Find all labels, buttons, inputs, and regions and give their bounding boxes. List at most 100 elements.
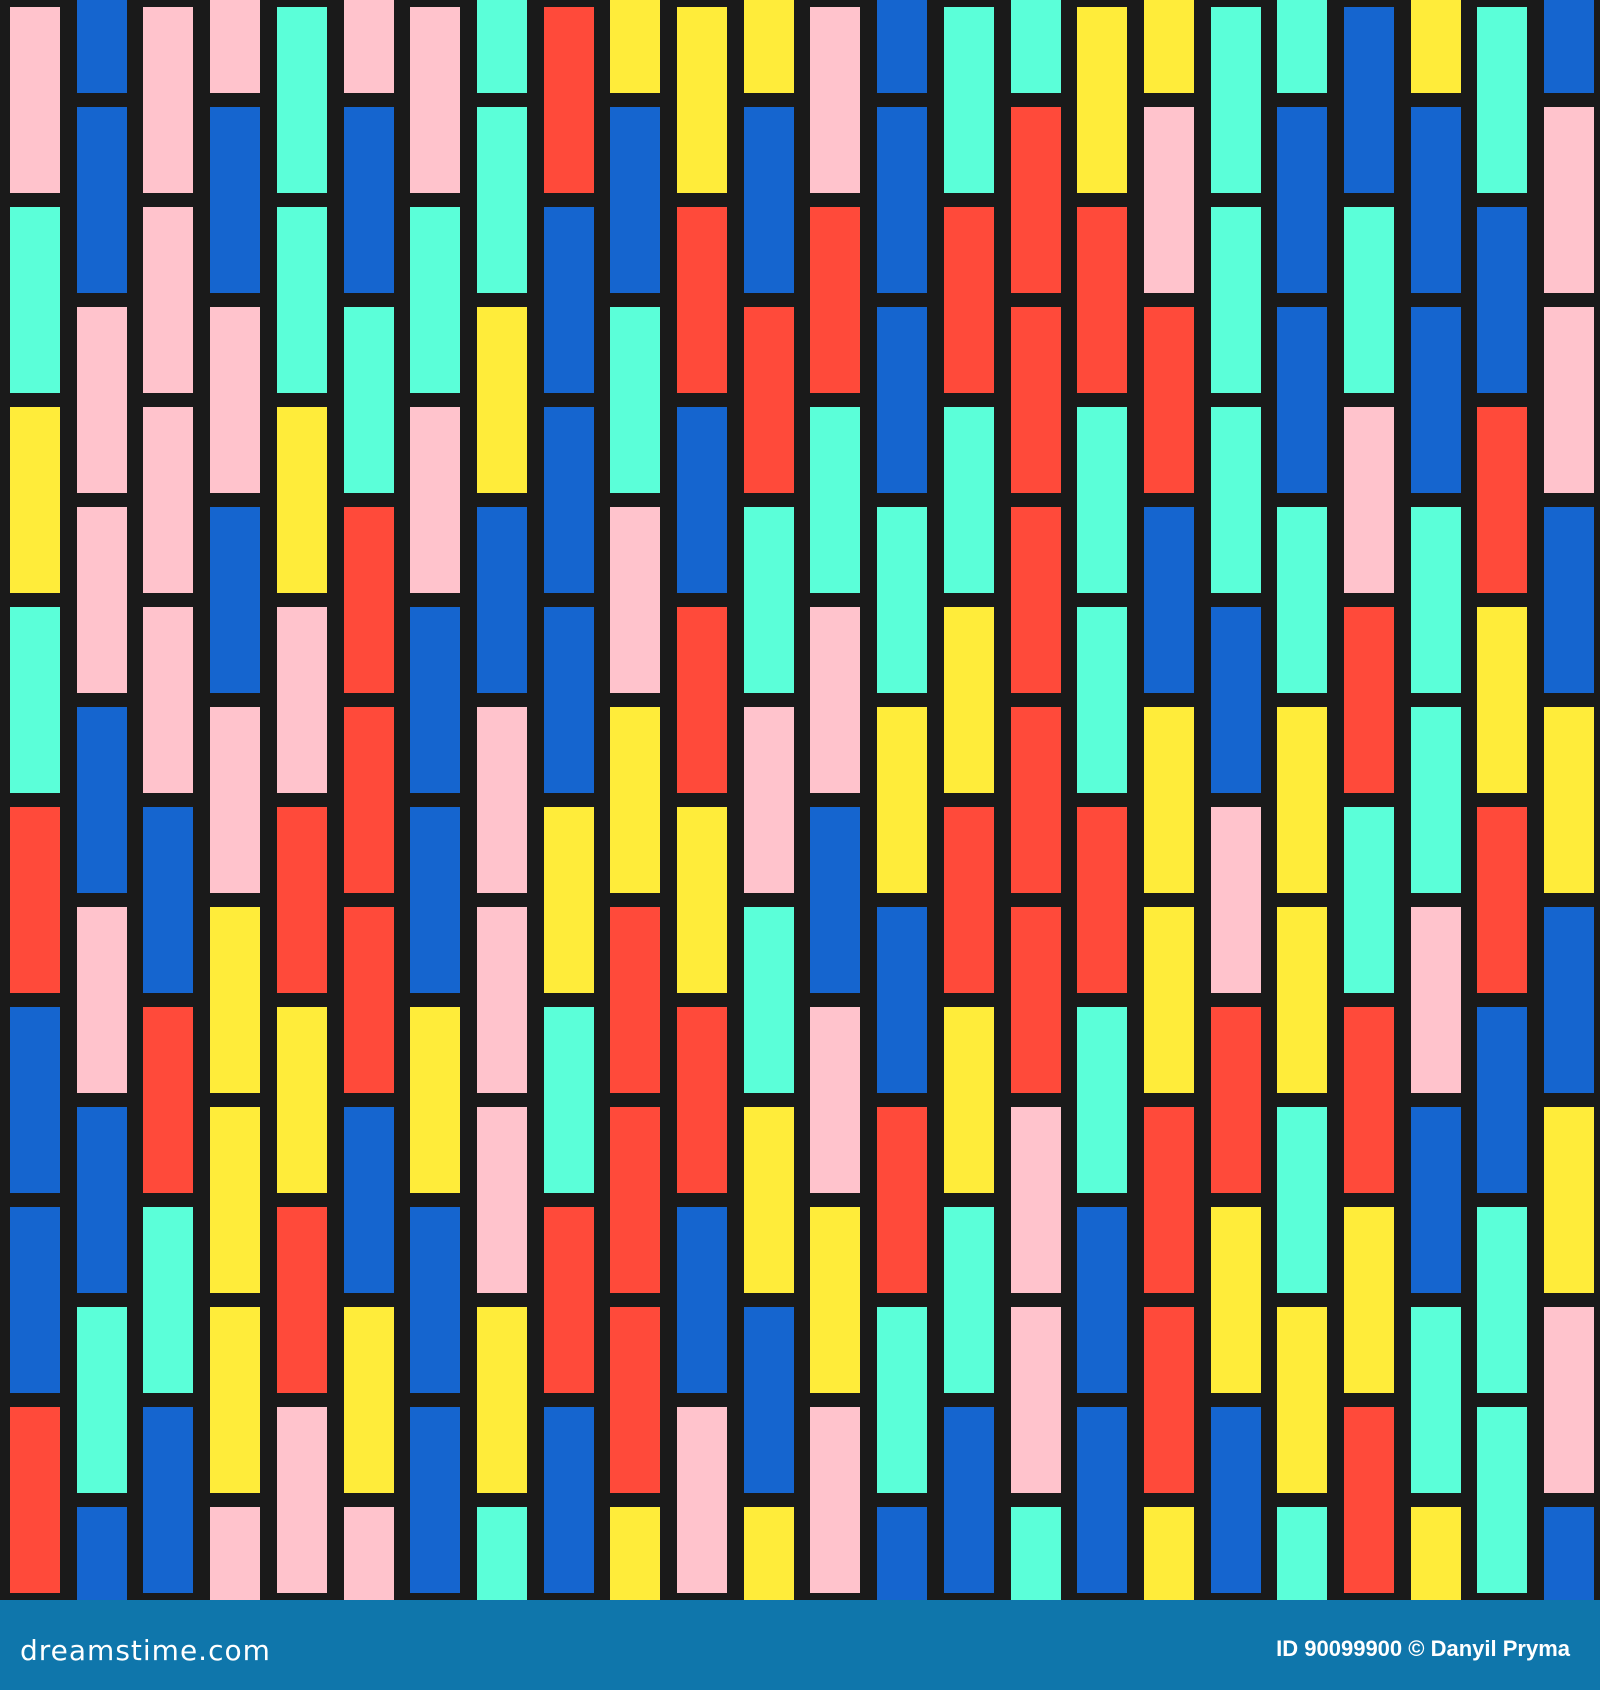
brick-red (276, 807, 327, 993)
brick-red (610, 1307, 661, 1493)
brick-teal (143, 1207, 194, 1393)
brick-red (1477, 807, 1528, 993)
brick-pink (143, 207, 194, 393)
brick-yellow (810, 1207, 861, 1393)
brick-yellow (1277, 1307, 1328, 1493)
brick-blue (877, 1507, 928, 1600)
brick-yellow (343, 1307, 394, 1493)
brick-yellow (1143, 907, 1194, 1093)
brick-red (10, 1407, 60, 1593)
brick-yellow (1210, 1207, 1261, 1393)
brick-pink (76, 907, 127, 1093)
brick-teal (1344, 807, 1394, 993)
brick-red (543, 7, 594, 193)
brick-blue (10, 1007, 60, 1193)
brick-pink (476, 1107, 527, 1293)
brick-teal (1010, 0, 1061, 93)
brick-teal (410, 207, 461, 393)
brick-teal (1410, 507, 1461, 693)
brick-blue (143, 1407, 194, 1593)
brick-yellow (410, 1007, 461, 1193)
brick-yellow (1277, 907, 1328, 1093)
brick-teal (543, 1007, 594, 1193)
brick-pink (343, 0, 394, 93)
brick-yellow (677, 7, 727, 193)
brick-blue (76, 1507, 127, 1600)
brick-blue (610, 107, 661, 293)
brick-red (1143, 1107, 1194, 1293)
brick-pink (143, 7, 194, 193)
brick-blue (76, 0, 127, 93)
brick-pink (743, 707, 794, 893)
brick-red (343, 707, 394, 893)
brick-blue (1410, 1107, 1461, 1293)
brick-teal (1277, 1107, 1328, 1293)
brick-pink (1344, 407, 1394, 593)
brick-yellow (943, 1007, 994, 1193)
brick-pink (1210, 807, 1261, 993)
brick-yellow (610, 0, 661, 93)
brick-teal (877, 1307, 928, 1493)
brick-pink (476, 707, 527, 893)
brick-blue (810, 807, 861, 993)
brick-pink (10, 7, 60, 193)
brick-pink (276, 1407, 327, 1593)
image-credit: ID 90099900 © Danyil Pryma (1276, 1636, 1570, 1661)
brick-yellow (1077, 7, 1128, 193)
brick-pink (476, 907, 527, 1093)
brick-blue (76, 707, 127, 893)
brick-yellow (1410, 0, 1461, 93)
brick-teal (10, 607, 60, 793)
brick-yellow (476, 1307, 527, 1493)
brick-yellow (610, 1507, 661, 1600)
brick-blue (1077, 1207, 1128, 1393)
brick-blue (210, 507, 261, 693)
brick-teal (476, 0, 527, 93)
brick-blue (1143, 507, 1194, 693)
brick-blue (410, 1407, 461, 1593)
brick-blue (877, 907, 928, 1093)
brick-teal (276, 7, 327, 193)
brick-pink (810, 7, 861, 193)
brick-teal (877, 507, 928, 693)
brick-red (677, 1007, 727, 1193)
brick-blue (1210, 607, 1261, 793)
brick-pink (210, 1507, 261, 1600)
brick-yellow (1477, 607, 1528, 793)
brick-teal (1277, 1507, 1328, 1600)
brick-pink (1544, 107, 1595, 293)
brick-pink (1410, 907, 1461, 1093)
brick-yellow (1344, 1207, 1394, 1393)
brick-teal (743, 507, 794, 693)
footer-bar: dreamstime.com ID 90099900 © Danyil Prym… (0, 1600, 1600, 1690)
brick-blue (1477, 207, 1528, 393)
brick-blue (1410, 107, 1461, 293)
brick-yellow (276, 1007, 327, 1193)
brick-red (677, 607, 727, 793)
brick-blue (1544, 507, 1595, 693)
brick-red (610, 1107, 661, 1293)
brick-red (1143, 307, 1194, 493)
brick-yellow (1277, 707, 1328, 893)
brick-pink (210, 707, 261, 893)
brick-teal (10, 207, 60, 393)
brick-pink (76, 507, 127, 693)
brick-yellow (610, 707, 661, 893)
brick-teal (1477, 7, 1528, 193)
brick-teal (1210, 207, 1261, 393)
brick-red (1344, 1007, 1394, 1193)
brick-yellow (210, 907, 261, 1093)
brick-yellow (543, 807, 594, 993)
brick-blue (1344, 7, 1394, 193)
brick-teal (76, 1307, 127, 1493)
brick-blue (543, 1407, 594, 1593)
brick-red (1010, 307, 1061, 493)
brick-teal (1210, 7, 1261, 193)
brick-blue (743, 1307, 794, 1493)
brick-yellow (1143, 0, 1194, 93)
brick-blue (1210, 1407, 1261, 1593)
brick-blue (543, 607, 594, 793)
brick-blue (10, 1207, 60, 1393)
brick-teal (610, 307, 661, 493)
brick-pink (1010, 1107, 1061, 1293)
